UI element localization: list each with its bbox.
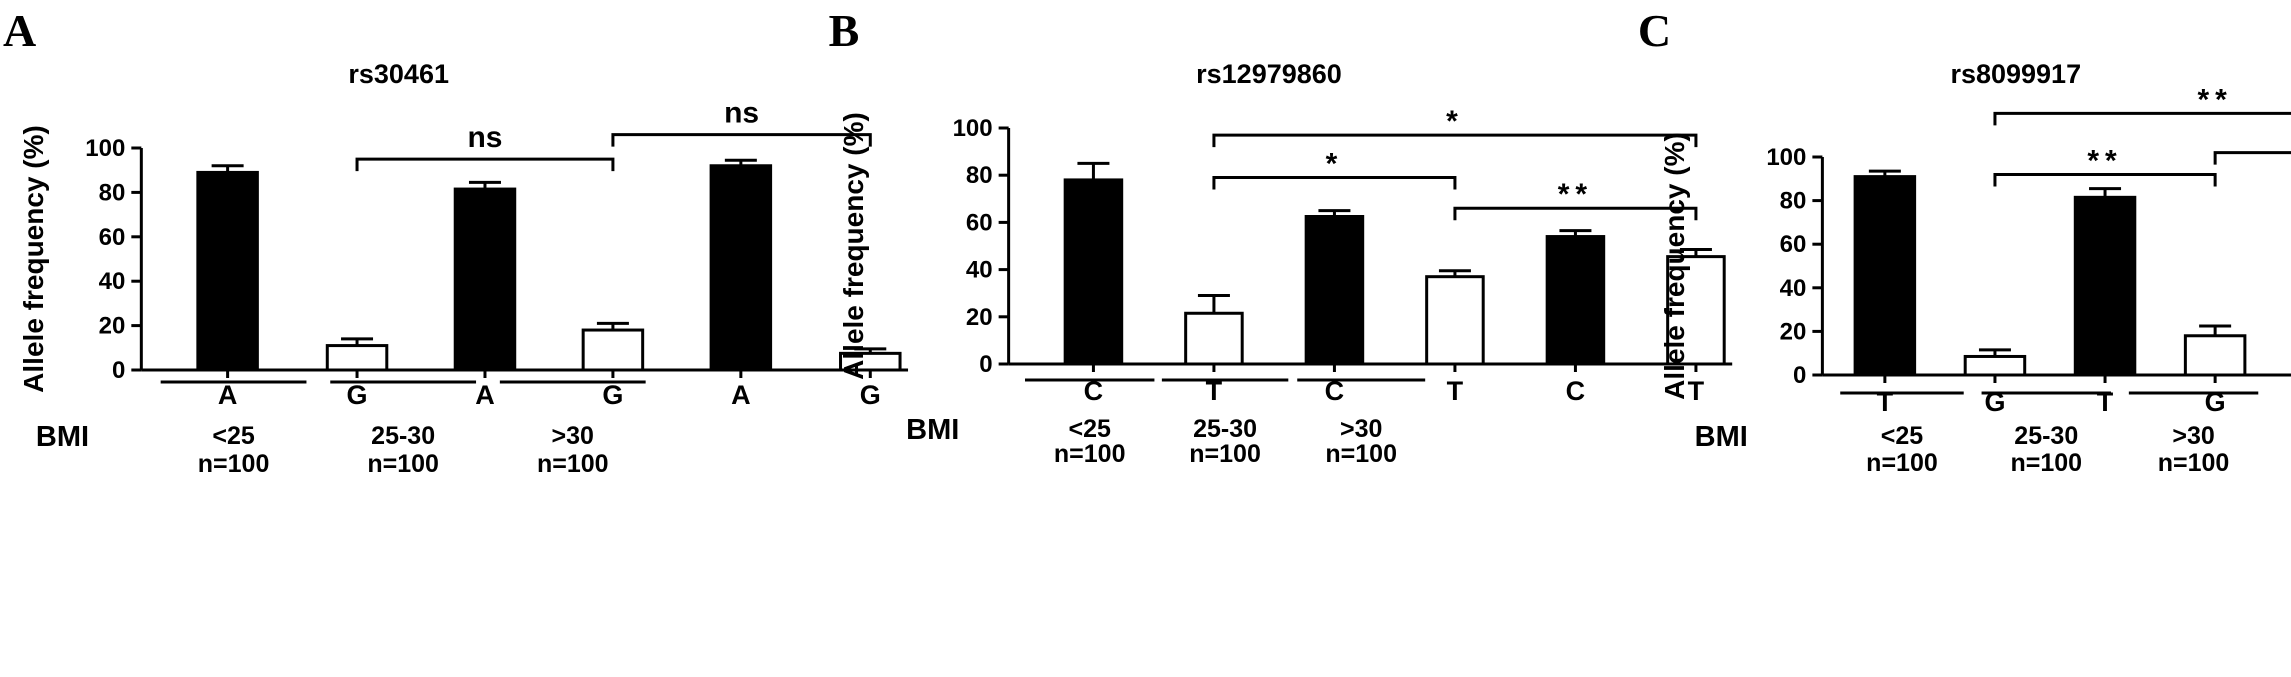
significance-label: ns	[467, 121, 502, 154]
group-label: <25	[1069, 415, 1112, 443]
y-tick-label: 100	[1766, 144, 1806, 171]
x-tick-label: G	[860, 380, 881, 410]
bar	[196, 170, 259, 372]
x-tick-label: C	[1084, 376, 1104, 406]
group-label: 25-30	[371, 422, 435, 450]
y-tick-label: 100	[85, 135, 125, 162]
group-label: <25	[212, 422, 255, 450]
significance-bracket	[1212, 176, 1457, 190]
group-n-label: n=100	[367, 450, 439, 478]
y-tick-label: 20	[99, 313, 126, 340]
bar	[709, 164, 773, 372]
y-tick-label: 60	[966, 209, 993, 236]
x-tick-label: T	[1688, 376, 1705, 406]
group-axis-label: BMI	[906, 414, 959, 446]
group-label: >30	[1340, 415, 1382, 443]
y-tick-label: 100	[953, 115, 993, 142]
x-tick-label: A	[731, 380, 751, 410]
group-axis-label: BMI	[1695, 421, 1748, 453]
x-tick-label: C	[1325, 376, 1345, 406]
bar	[2183, 334, 2247, 377]
group-label: 25-30	[2014, 422, 2078, 450]
significance-label: **	[1558, 178, 1593, 211]
x-tick-label: G	[602, 380, 623, 410]
group-axis-label: BMI	[36, 421, 89, 453]
group-n-label: n=100	[2010, 449, 2082, 477]
significance-bracket	[611, 133, 872, 147]
group-label: <25	[1881, 422, 1924, 450]
bar	[1063, 178, 1124, 366]
significance-label: **	[2197, 83, 2232, 116]
panel-letter: A	[3, 5, 36, 56]
significance-label: **	[2087, 144, 2122, 177]
bar	[1963, 354, 2027, 377]
y-tick-label: 60	[99, 224, 126, 251]
bar	[1853, 175, 1917, 377]
bar	[2073, 195, 2137, 377]
y-tick-label: 20	[966, 304, 993, 331]
chart-title: rs8099917	[1950, 59, 2081, 89]
bar	[1425, 275, 1485, 366]
x-tick-label: A	[475, 380, 495, 410]
significance-bracket	[2213, 151, 2291, 165]
panel-letter: B	[829, 5, 860, 56]
chart-title: rs30461	[348, 59, 449, 89]
y-tick-label: 40	[966, 257, 993, 284]
group-n-label: n=100	[198, 450, 270, 478]
group-label: 25-30	[1193, 415, 1257, 443]
x-tick-label: C	[1566, 376, 1586, 406]
y-axis-label: Allele frequency (%)	[838, 112, 869, 380]
group-n-label: n=100	[1054, 440, 1126, 468]
x-tick-label: A	[218, 380, 238, 410]
significance-bracket	[1453, 206, 1698, 221]
bar	[581, 328, 645, 372]
significance-bracket	[1212, 133, 1698, 148]
y-tick-label: 20	[1780, 318, 1807, 345]
y-tick-label: 40	[99, 268, 126, 295]
group-n-label: n=100	[2158, 449, 2230, 477]
significance-bracket	[1993, 111, 2291, 126]
y-axis-label: Allele frequency (%)	[1659, 132, 1690, 400]
bar	[1184, 311, 1244, 366]
group-label: >30	[552, 422, 594, 450]
chart-title: rs12979860	[1196, 59, 1342, 89]
bar	[325, 344, 389, 372]
y-tick-label: 80	[966, 162, 993, 189]
bar	[453, 187, 517, 372]
y-tick-label: 0	[112, 357, 125, 384]
significance-bracket	[1993, 172, 2217, 187]
y-tick-label: 0	[979, 351, 992, 378]
group-n-label: n=100	[1866, 449, 1938, 477]
group-label: >30	[2172, 422, 2214, 450]
bar	[1545, 235, 1606, 366]
y-tick-label: 40	[1780, 275, 1807, 302]
group-n-label: n=100	[537, 450, 609, 478]
panel-letter: C	[1638, 5, 1671, 56]
significance-label: *	[1446, 105, 1464, 138]
y-tick-label: 80	[1780, 188, 1807, 215]
bar	[1304, 215, 1365, 366]
x-tick-label: T	[1206, 376, 1223, 406]
x-tick-label: T	[1447, 376, 1464, 406]
significance-bracket	[355, 157, 615, 172]
y-tick-label: 60	[1780, 231, 1807, 258]
y-tick-label: 80	[99, 179, 126, 206]
group-n-label: n=100	[1325, 440, 1397, 468]
group-n-label: n=100	[1189, 440, 1261, 468]
x-tick-label: G	[347, 380, 368, 410]
y-axis-label: Allele frequency (%)	[18, 125, 49, 393]
significance-label: ns	[724, 97, 759, 130]
significance-label: *	[1326, 148, 1344, 181]
y-tick-label: 0	[1793, 362, 1806, 389]
